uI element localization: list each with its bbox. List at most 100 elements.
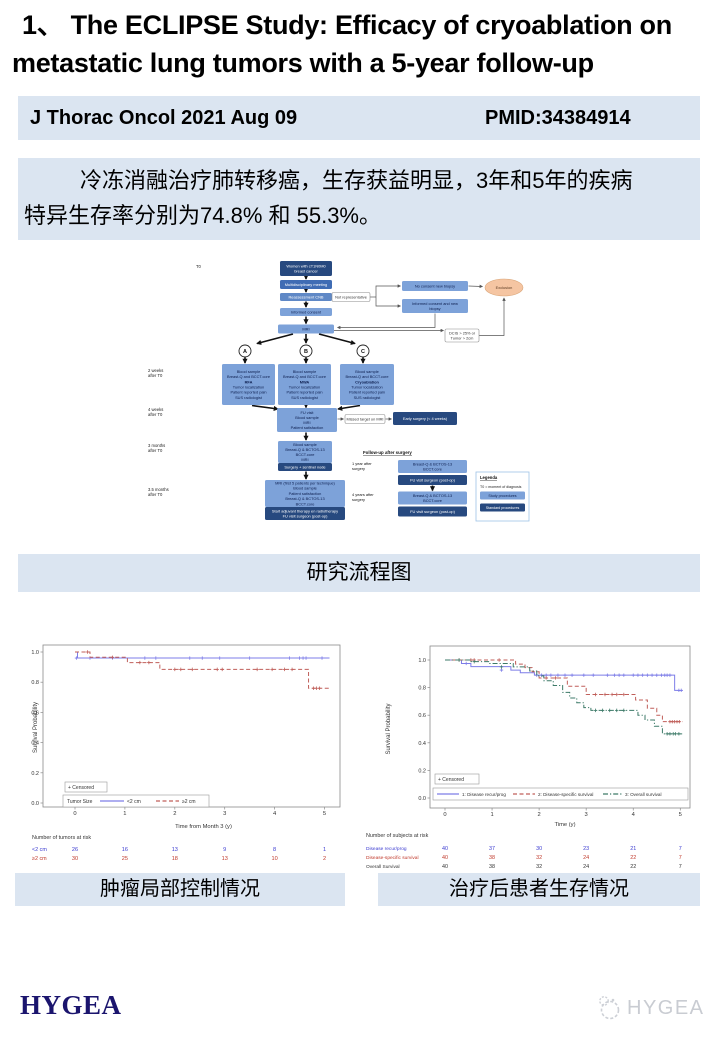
svg-text:Breast-Q and BCCT.core: Breast-Q and BCCT.core: [227, 374, 270, 379]
svg-text:No consent new biopsy: No consent new biopsy: [415, 283, 455, 288]
svg-text:37: 37: [489, 846, 495, 852]
svg-text:0.6: 0.6: [31, 710, 39, 716]
watermark-text: HYGEA: [627, 996, 705, 1019]
svg-text:after T0: after T0: [148, 373, 163, 378]
svg-text:Blood sample: Blood sample: [293, 369, 317, 374]
svg-text:SUS radiologist: SUS radiologist: [354, 395, 382, 400]
svg-text:40: 40: [442, 846, 448, 852]
svg-text:+ Censored: + Censored: [438, 777, 464, 783]
svg-text:13: 13: [222, 856, 228, 862]
svg-text:0.6: 0.6: [418, 713, 426, 719]
svg-text:FU visit surgeon (post-op): FU visit surgeon (post-op): [410, 509, 455, 514]
svg-text:18: 18: [172, 856, 178, 862]
svg-text:30: 30: [72, 856, 78, 862]
footer-navy-segment: [8, 966, 178, 981]
svg-text:FU visit surgeon (post-op): FU visit surgeon (post-op): [283, 513, 328, 518]
svg-text:1.0: 1.0: [418, 658, 426, 664]
svg-text:after T0: after T0: [148, 412, 163, 417]
svg-text:0.0: 0.0: [31, 801, 39, 807]
svg-text:after T0: after T0: [148, 448, 163, 453]
svg-text:MRI (first 5 patients per tech: MRI (first 5 patients per technique): [275, 481, 335, 486]
journal-citation: J Thorac Oncol 2021 Aug 09: [30, 107, 298, 129]
brand-logo-text: HYGEA: [20, 990, 122, 1020]
svg-text:Blood sample: Blood sample: [293, 442, 317, 447]
svg-text:22: 22: [630, 855, 636, 861]
svg-text:0.4: 0.4: [418, 741, 426, 747]
svg-text:30: 30: [536, 846, 542, 852]
svg-text:DCIS > 25% or: DCIS > 25% or: [449, 330, 476, 335]
svg-text:2: 2: [173, 811, 176, 817]
svg-text:Women with cT1N0M0: Women with cT1N0M0: [286, 263, 326, 268]
svg-text:FU visit surgeon (post-op): FU visit surgeon (post-op): [410, 477, 455, 482]
svg-text:A: A: [243, 349, 247, 355]
svg-text:≥2 cm: ≥2 cm: [182, 799, 196, 805]
svg-text:Patient satisfaction: Patient satisfaction: [291, 425, 324, 430]
svg-text:40: 40: [442, 864, 448, 870]
km-chart-survival: 0.0 0.2 0.4 0.6 0.8 1.0 0 1 2 3 4 5 Survival Probabi…: [363, 636, 700, 876]
svg-text:Informed consent: Informed consent: [291, 309, 322, 314]
svg-text:Exclusion: Exclusion: [496, 285, 513, 290]
svg-text:Breast-Q & BCTOS-13: Breast-Q & BCTOS-13: [285, 447, 324, 452]
svg-text:16: 16: [122, 847, 128, 853]
svg-text:<2 cm: <2 cm: [127, 799, 141, 805]
left-chart-caption: 肿瘤局部控制情况: [15, 873, 345, 906]
footer-teal-segment: [178, 966, 706, 981]
svg-text:surgery: surgery: [352, 497, 365, 502]
summary-line1: 冷冻消融治疗肺转移癌，生存获益明显，3年和5年的疾病: [80, 168, 633, 193]
svg-text:Blood sample: Blood sample: [355, 369, 379, 374]
svg-text:Surgery + sentinel node: Surgery + sentinel node: [284, 464, 325, 469]
svg-text:2 weeks: 2 weeks: [148, 368, 163, 373]
svg-text:Breast-Q & BCTOS-13: Breast-Q & BCTOS-13: [413, 461, 452, 466]
svg-text:Blood sample: Blood sample: [237, 369, 261, 374]
svg-text:3: 3: [223, 811, 226, 817]
svg-text:2: 2: [323, 856, 326, 862]
svg-text:BCCT.core: BCCT.core: [296, 452, 315, 457]
svg-text:MRI: MRI: [301, 457, 308, 462]
svg-text:Cryoablation: Cryoablation: [355, 379, 379, 384]
svg-text:Breast-Q & BCTOS-13: Breast-Q & BCTOS-13: [413, 493, 452, 498]
pmid-label: PMID:34384914: [485, 107, 631, 129]
svg-text:C: C: [361, 349, 365, 355]
svg-text:0.8: 0.8: [31, 680, 39, 686]
svg-text:Multidisciplinary meeting: Multidisciplinary meeting: [285, 282, 327, 287]
svg-text:25: 25: [122, 856, 128, 862]
svg-text:24: 24: [583, 864, 589, 870]
svg-text:Follow-up after surgery: Follow-up after surgery: [363, 450, 412, 455]
svg-text:Tumor > 2cm: Tumor > 2cm: [451, 335, 474, 340]
page-title: 1、 The ECLIPSE Study: Efficacy of cryoab…: [12, 6, 714, 82]
svg-text:0.2: 0.2: [31, 771, 39, 777]
svg-text:Standard procedures: Standard procedures: [486, 506, 520, 510]
svg-text:22: 22: [630, 864, 636, 870]
svg-text:biopsy: biopsy: [429, 306, 440, 311]
svg-text:23: 23: [583, 846, 589, 852]
svg-text:Patient reported pain: Patient reported pain: [230, 390, 266, 395]
svg-text:Tumor localization: Tumor localization: [289, 385, 320, 390]
svg-text:surgery: surgery: [352, 466, 365, 471]
svg-text:1: 1: [323, 847, 326, 853]
svg-text:Missed target on MRI: Missed target on MRI: [347, 416, 384, 421]
svg-text:Blood sample: Blood sample: [295, 415, 319, 420]
svg-text:Blood sample: Blood sample: [293, 486, 317, 491]
svg-text:RFA: RFA: [245, 379, 253, 384]
title-line1: 1、 The ECLIPSE Study: Efficacy of cryoab…: [22, 10, 672, 40]
svg-text:2: Disease-specific survival: 2: Disease-specific survival: [538, 792, 593, 797]
watermark: HYGEA: [596, 994, 705, 1022]
svg-text:Patient reported pain: Patient reported pain: [349, 390, 385, 395]
svg-text:1: 1: [490, 812, 493, 818]
summary-line2: 特异生存率分别为74.8% 和 55.3%。: [24, 203, 381, 228]
svg-text:SUS radiologist: SUS radiologist: [291, 395, 319, 400]
study-flowchart: Women with cT1N0M0 breast cancer Multidisc…: [60, 255, 530, 547]
svg-text:Informed consent and new: Informed consent and new: [412, 301, 458, 306]
svg-text:Overall Survival: Overall Survival: [366, 864, 400, 870]
svg-text:4 weeks: 4 weeks: [148, 407, 163, 412]
svg-text:10: 10: [271, 856, 277, 862]
svg-text:3 months: 3 months: [148, 443, 165, 448]
svg-text:13: 13: [172, 847, 178, 853]
svg-text:9: 9: [223, 847, 226, 853]
svg-text:≥2 cm: ≥2 cm: [32, 856, 47, 862]
svg-text:Disease recur/prog: Disease recur/prog: [366, 846, 407, 852]
svg-text:Breast-Q & BCTOS-13: Breast-Q & BCTOS-13: [285, 496, 324, 501]
svg-text:MRI: MRI: [303, 420, 310, 425]
svg-text:4 years after: 4 years after: [352, 492, 374, 497]
